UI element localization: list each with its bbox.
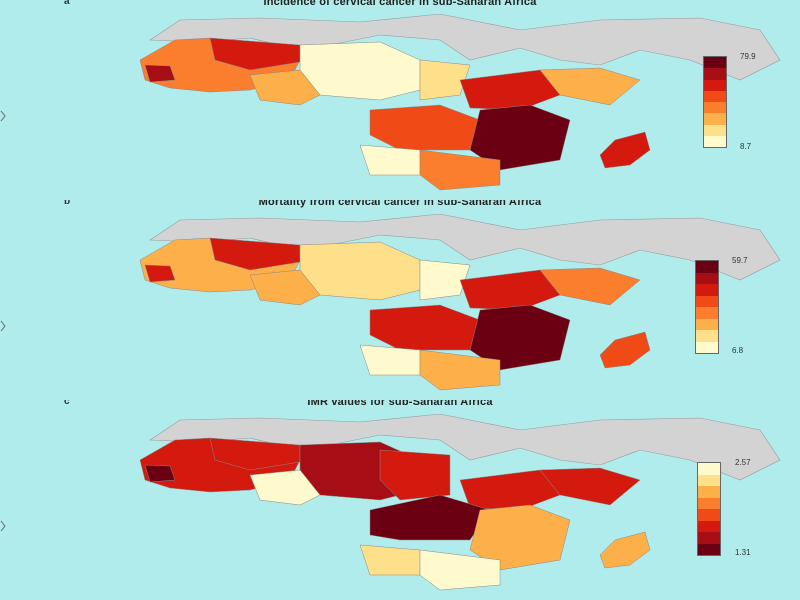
map-title: Mortality from cervical cancer in sub-Sa…: [258, 200, 542, 208]
legend-max-label: 2.57: [735, 458, 751, 467]
panel-mortality-map: b Mortality from cervical cancer in sub-…: [0, 200, 800, 400]
incidence-map: [0, 0, 800, 200]
legend-swatch: [696, 272, 718, 284]
panel-label-c: c: [64, 400, 70, 407]
color-legend: [695, 260, 719, 354]
left-marker-icon: [0, 110, 6, 122]
legend-swatch: [704, 135, 726, 147]
imr-map: [0, 400, 800, 600]
color-legend: [703, 56, 727, 148]
mortality-map: [0, 200, 800, 400]
legend-swatch: [704, 113, 726, 125]
legend-swatch: [696, 284, 718, 296]
legend-swatch: [698, 532, 720, 544]
legend-swatches: [696, 261, 718, 353]
legend-min-label: 8.7: [740, 142, 752, 151]
legend-min-label: 1.31: [735, 548, 751, 557]
legend-swatch: [704, 79, 726, 91]
legend-swatch: [698, 497, 720, 509]
legend-swatch: [696, 330, 718, 342]
panel-label-a: a: [64, 0, 70, 7]
legend-swatch: [704, 124, 726, 136]
legend-swatch: [696, 261, 718, 273]
legend-max-label: 59.7: [732, 256, 748, 265]
legend-swatch: [698, 509, 720, 521]
legend-swatch: [704, 57, 726, 69]
legend-max-label: 79.9: [740, 52, 756, 61]
map-title: Incidence of cervical cancer in sub-Saha…: [263, 0, 537, 8]
legend-swatch: [696, 341, 718, 353]
left-marker-icon: [0, 320, 6, 332]
legend-min-label: 6.8: [732, 346, 744, 355]
panel-incidence-map: a Incidence of cervical cancer in sub-Sa…: [0, 0, 800, 200]
legend-swatch: [698, 474, 720, 486]
legend-swatch: [698, 486, 720, 498]
legend-swatch: [704, 102, 726, 114]
map-title: IMR values for sub-Saharan Africa: [307, 400, 493, 408]
color-legend: [697, 462, 721, 556]
panel-imr-map: c IMR values for sub-Saharan Africa 2.57…: [0, 400, 800, 600]
panel-label-b: b: [64, 200, 71, 207]
legend-swatch: [696, 307, 718, 319]
legend-swatches: [704, 57, 726, 147]
legend-swatch: [696, 318, 718, 330]
legend-swatches: [698, 463, 720, 555]
legend-swatch: [696, 295, 718, 307]
legend-swatch: [698, 543, 720, 555]
left-marker-icon: [0, 520, 6, 532]
legend-swatch: [698, 463, 720, 475]
legend-swatch: [704, 68, 726, 80]
legend-swatch: [704, 90, 726, 102]
legend-swatch: [698, 520, 720, 532]
